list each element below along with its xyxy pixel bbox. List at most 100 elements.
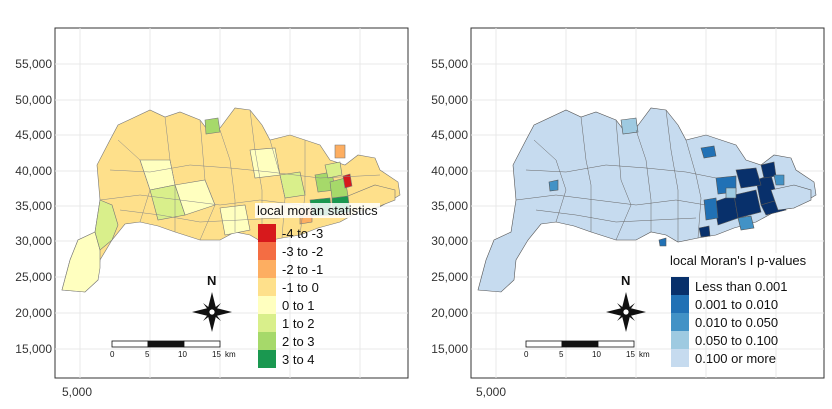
east-subzone	[737, 215, 755, 231]
planning-subzones	[477, 107, 817, 293]
legend-swatch	[258, 278, 276, 296]
legend-swatch	[258, 296, 276, 314]
legend-label: 2 to 3	[282, 333, 315, 349]
legend-item: 0.001 to 0.010	[671, 295, 778, 313]
legend-label: 0.050 to 0.100	[695, 332, 779, 348]
y-tick-label: 40,000	[15, 164, 52, 178]
y-tick-label: 50,000	[15, 93, 52, 107]
south-subzone	[658, 237, 667, 247]
scale-label: 5	[559, 350, 564, 359]
scale-label: 0	[110, 350, 115, 359]
y-tick-label: 30,000	[431, 234, 468, 248]
y-tick-label: 25,000	[15, 270, 52, 284]
legend-swatch	[258, 224, 276, 242]
y-tick-label: 35,000	[431, 199, 468, 213]
legend-label: -3 to -2	[282, 243, 324, 259]
y-tick-label: 45,000	[431, 128, 468, 142]
legend-label: -4 to -3	[282, 225, 324, 241]
legend-swatch	[671, 349, 689, 367]
east-subzone	[760, 161, 777, 179]
scale-label: 15	[626, 350, 635, 359]
legend-item: 0 to 1	[258, 296, 315, 314]
legend: local Moran's I p-values Less than 0.001…	[668, 253, 829, 368]
legend-label: 3 to 4	[282, 351, 315, 367]
y-tick-label: 20,000	[15, 306, 52, 320]
east-subzone	[249, 147, 281, 179]
legend-item: 3 to 4	[258, 350, 315, 368]
north-arrow-icon	[192, 292, 232, 332]
local-morans-i-pvalues-map-panel: 55,000 50,000 45,000 40,000 35,000 30,00…	[416, 0, 832, 409]
east-subzone	[733, 189, 762, 219]
east-subzone	[342, 173, 353, 189]
y-tick-label: 50,000	[431, 93, 468, 107]
north-subzone	[620, 117, 639, 135]
y-tick-label: 15,000	[15, 342, 52, 356]
legend-label: Less than 0.001	[695, 278, 788, 294]
x-tick-label: 5,000	[476, 385, 507, 399]
east-subzone	[770, 184, 812, 211]
local-morans-i-pvalues-map	[470, 27, 825, 379]
legend-label: -2 to -1	[282, 261, 324, 277]
singapore-island-base	[61, 107, 401, 293]
east-subzone	[700, 145, 717, 159]
legend-item: 0.010 to 0.050	[671, 313, 778, 331]
legend-label: -1 to 0	[282, 279, 319, 295]
legend-item: Less than 0.001	[671, 277, 788, 295]
legend-item: -4 to -3	[258, 224, 323, 242]
y-tick-label: 35,000	[15, 199, 52, 213]
legend-label: 0 to 1	[282, 297, 315, 313]
y-tick-label: 55,000	[15, 57, 52, 71]
scale-bar	[111, 340, 221, 348]
central-subzone	[149, 184, 186, 221]
scale-label: 5	[145, 350, 150, 359]
legend-item: 0.050 to 0.100	[671, 331, 778, 349]
legend-item: 2 to 3	[258, 332, 315, 350]
north-arrow-icon	[606, 292, 646, 332]
local-moran-statistics-map-panel: 55,000 50,000 45,000 40,000 35,000 30,00…	[15, 27, 409, 399]
legend-swatch	[258, 314, 276, 332]
north-label: N	[621, 273, 631, 288]
scale-label: 10	[178, 350, 187, 359]
east-subzone	[334, 144, 346, 159]
scale-bar	[525, 340, 635, 348]
y-tick-label: 20,000	[431, 306, 468, 320]
scale-label: 0	[524, 350, 529, 359]
north-subzone	[204, 117, 221, 135]
east-subzone	[703, 197, 719, 221]
legend: local moran statistics -4 to -3 -3 to -2…	[255, 200, 398, 368]
legend-swatch	[258, 332, 276, 350]
legend-swatch	[671, 313, 689, 331]
subzone-boundaries	[515, 109, 717, 242]
legend-label: 1 to 2	[282, 315, 315, 331]
legend-swatch	[671, 331, 689, 349]
legend-label: 0.001 to 0.010	[695, 296, 779, 312]
scale-label: 15	[212, 350, 221, 359]
legend-item: -2 to -1	[258, 260, 323, 278]
legend-swatch	[671, 277, 689, 295]
scale-unit: km	[225, 350, 236, 359]
legend-label: 0.100 or more	[695, 350, 776, 366]
gridlines	[55, 28, 408, 378]
legend-title: local Moran's I p-values	[668, 253, 809, 268]
scale-unit: km	[639, 350, 650, 359]
singapore-island-base	[477, 107, 817, 293]
legend-item: -1 to 0	[258, 278, 319, 296]
legend-swatch	[258, 350, 276, 368]
y-tick-label: 45,000	[15, 128, 52, 142]
legend-item: 0.100 or more	[671, 349, 776, 367]
legend-label: 0.010 to 0.050	[695, 314, 779, 330]
east-subzone	[725, 187, 737, 199]
y-tick-label: 30,000	[15, 234, 52, 248]
y-tick-label: 25,000	[431, 270, 468, 284]
east-subzone	[735, 167, 762, 189]
legend-item: 1 to 2	[258, 314, 315, 332]
x-tick-label: 5,000	[62, 385, 93, 399]
east-subzone	[324, 161, 343, 179]
legend-swatch	[258, 260, 276, 278]
east-subzone	[773, 174, 785, 186]
north-label: N	[207, 273, 217, 288]
legend-title: local moran statistics	[255, 203, 380, 218]
y-tick-label: 55,000	[431, 57, 468, 71]
legend-item: -3 to -2	[258, 242, 323, 260]
east-subzone	[698, 225, 711, 238]
